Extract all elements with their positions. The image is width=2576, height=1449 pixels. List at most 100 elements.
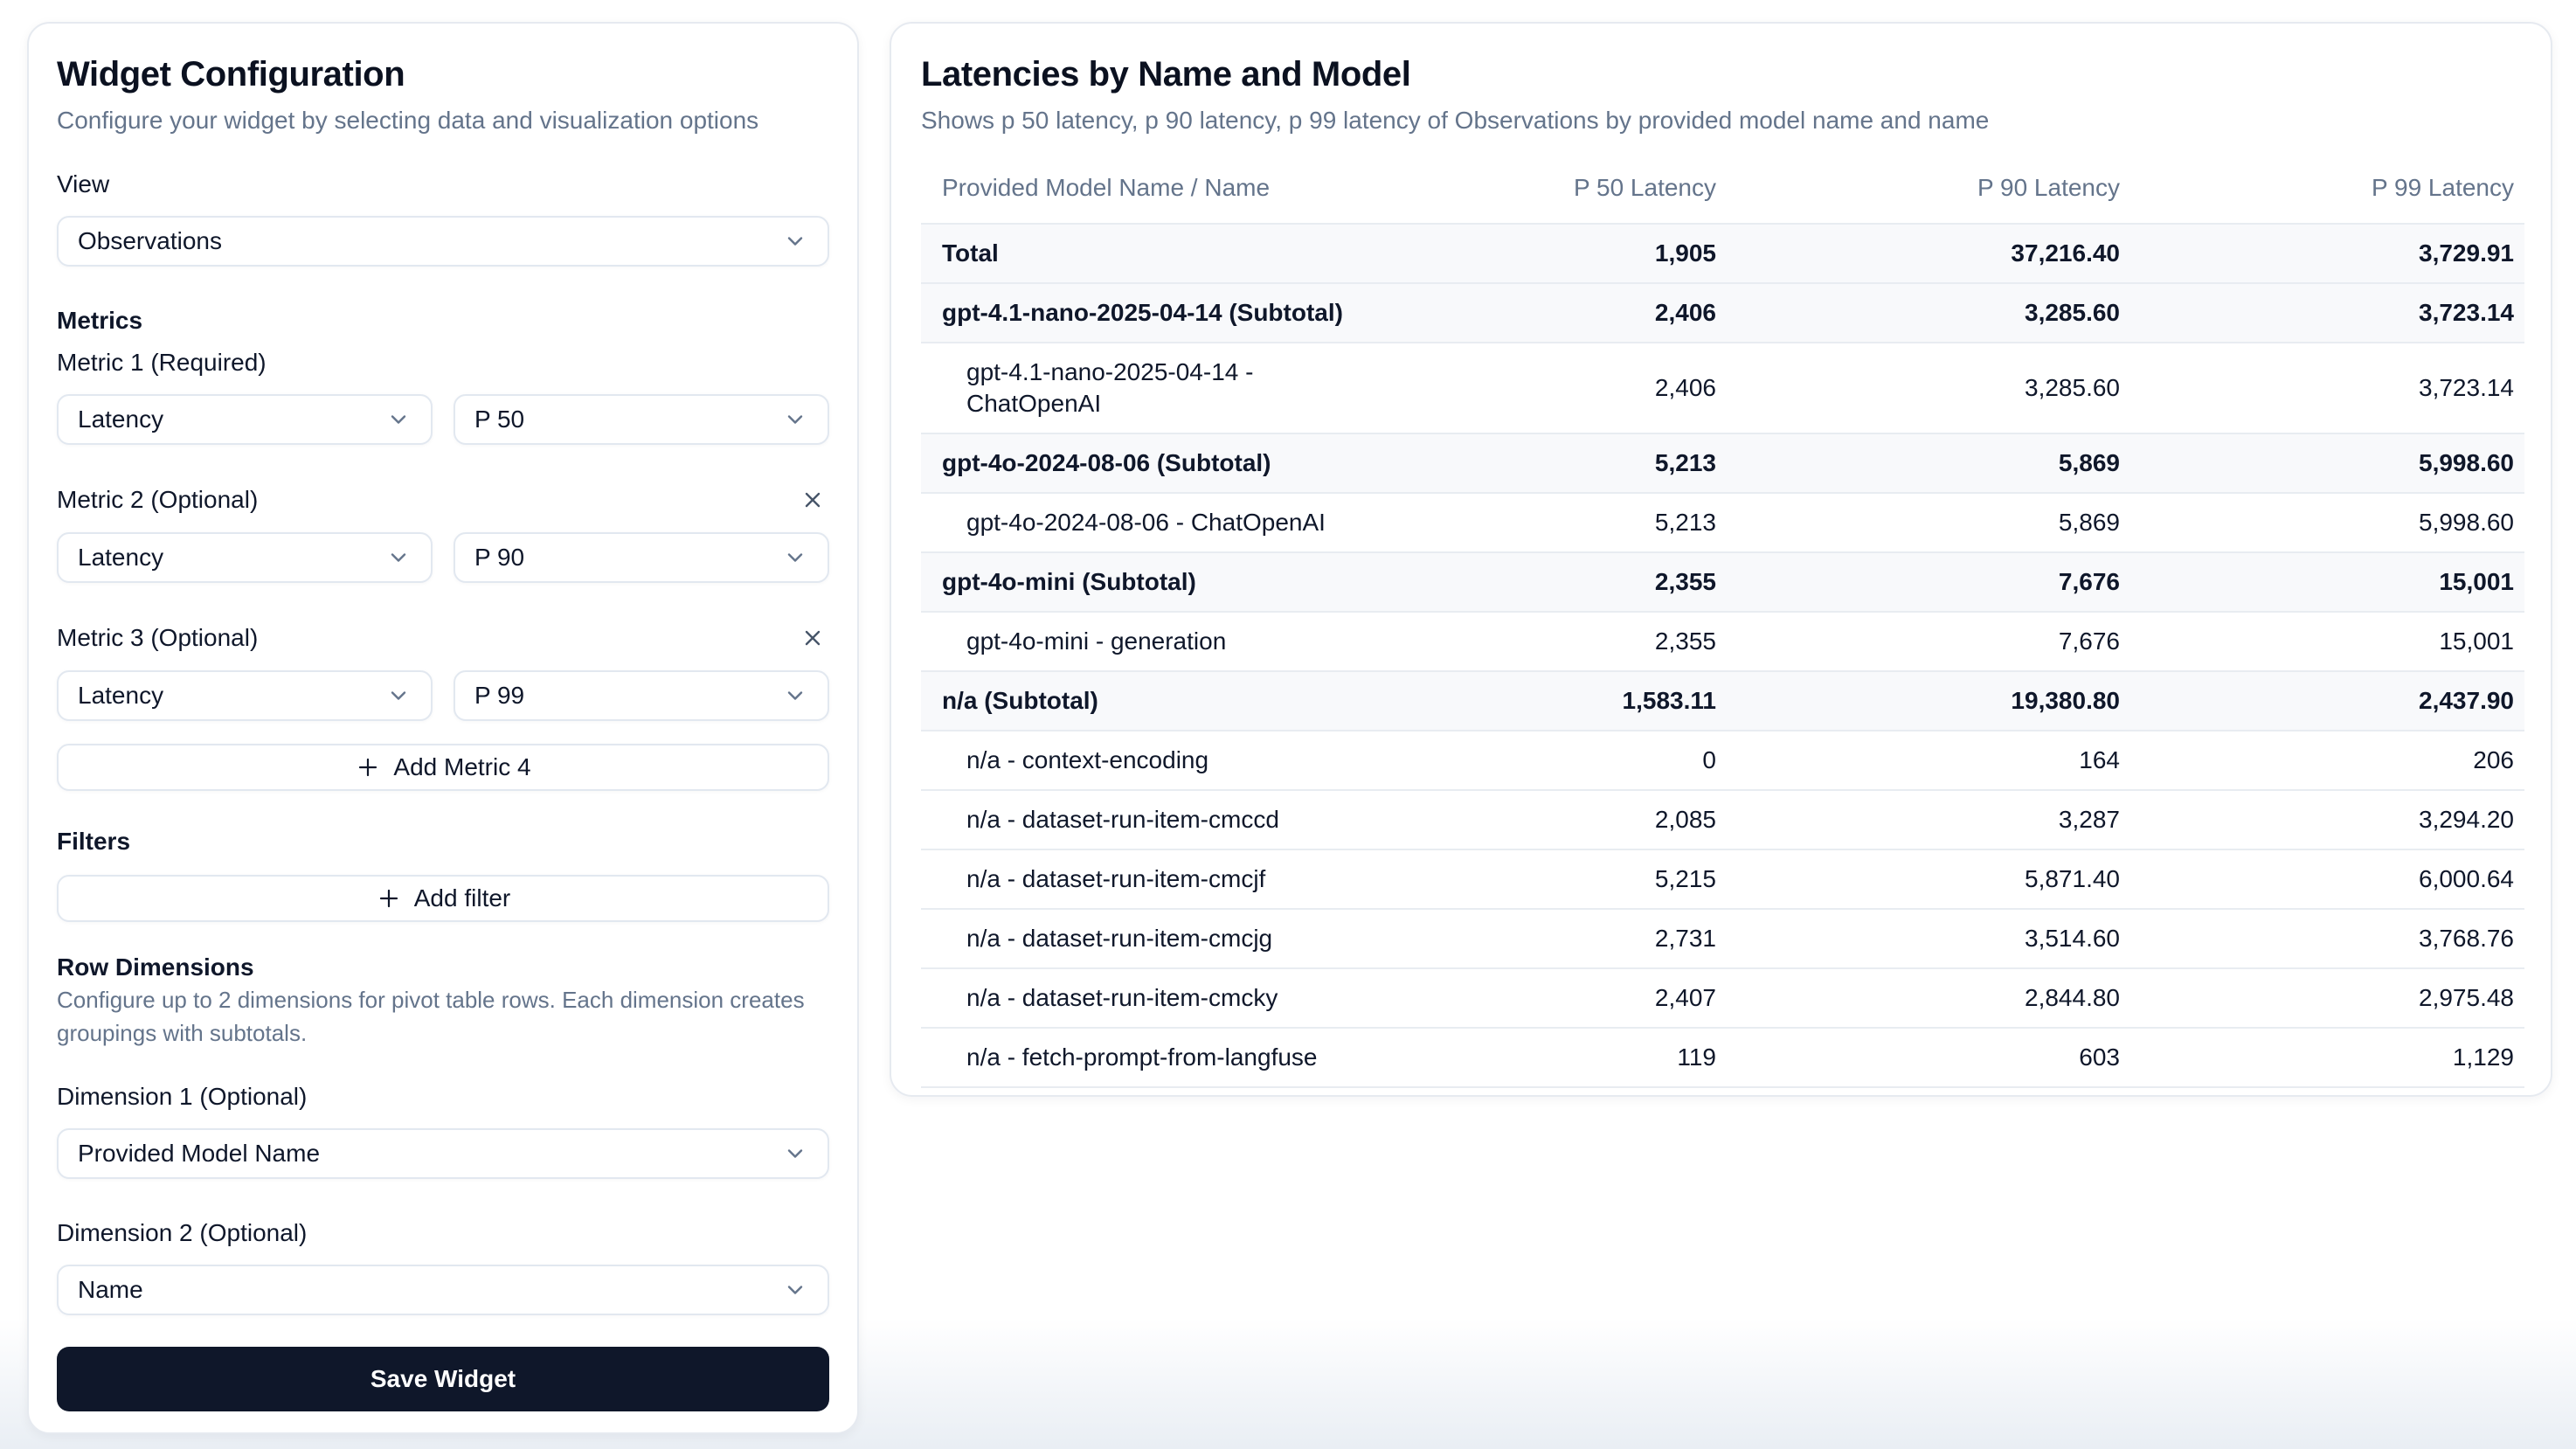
metric-3-measure-select[interactable]: Latency xyxy=(57,670,433,721)
p50-value: 2,406 xyxy=(1428,282,1727,343)
table-row-detail: gpt-4o-mini - generation 2,355 7,676 15,… xyxy=(921,611,2524,671)
plus-icon xyxy=(379,889,398,908)
row-label: Total xyxy=(942,239,999,267)
p50-value: 5,215 xyxy=(1428,849,1727,909)
metrics-section-label: Metrics xyxy=(57,307,143,334)
p90-value: 3,514.60 xyxy=(1727,908,2130,968)
metric-2-header: Metric 2 (Optional) xyxy=(57,483,829,517)
save-widget-button[interactable]: Save Widget xyxy=(57,1347,829,1411)
chevron-down-icon xyxy=(391,691,406,700)
metric-1-aggregation-value: P 50 xyxy=(474,406,525,433)
table-row-detail: n/a - context-encoding 0 164 206 xyxy=(921,730,2524,790)
p50-value: 1,905 xyxy=(1428,223,1727,283)
table-row-detail: n/a - dataset-run-item-cmccd 2,085 3,287… xyxy=(921,789,2524,849)
p50-value: 2,406 xyxy=(1428,342,1727,433)
p90-value: 7,676 xyxy=(1727,611,2130,671)
p90-value: 3,285.60 xyxy=(1727,282,2130,343)
p90-value: 37,216.40 xyxy=(1727,223,2130,283)
p50-value: 2,355 xyxy=(1428,611,1727,671)
dimension-2-select[interactable]: Name xyxy=(57,1265,829,1315)
row-label: gpt-4.1-nano-2025-04-14 - ChatOpenAI xyxy=(966,358,1254,417)
p50-value: 0 xyxy=(1428,730,1727,790)
metric-2-measure-value: Latency xyxy=(78,544,164,571)
column-header-p90: P 90 Latency xyxy=(1977,174,2120,201)
table-row-detail: n/a - dataset-run-item-cmcky 2,407 2,844… xyxy=(921,967,2524,1028)
table-row-detail: gpt-4.1-nano-2025-04-14 - ChatOpenAI 2,4… xyxy=(921,342,2524,433)
x-icon xyxy=(805,630,821,646)
chevron-down-icon xyxy=(787,1286,803,1294)
p99-value: 3,723.14 xyxy=(2130,342,2524,433)
row-label: n/a (Subtotal) xyxy=(942,687,1098,714)
p50-value: 5,213 xyxy=(1428,492,1727,552)
chevron-down-icon xyxy=(787,415,803,424)
p99-value: 3,723.14 xyxy=(2130,282,2524,343)
latency-pivot-table: Provided Model Name / Name P 50 Latency … xyxy=(921,169,2524,1088)
metric-3-aggregation-select[interactable]: P 99 xyxy=(454,670,829,721)
table-row-subtotal: n/a (Subtotal) 1,583.11 19,380.80 2,437.… xyxy=(921,670,2524,731)
metric-1-aggregation-select[interactable]: P 50 xyxy=(454,394,829,445)
config-panel-subtitle: Configure your widget by selecting data … xyxy=(57,107,759,134)
p99-value: 206 xyxy=(2130,730,2524,790)
x-icon xyxy=(805,492,821,508)
p90-value: 2,844.80 xyxy=(1727,967,2130,1028)
row-label: gpt-4o-mini (Subtotal) xyxy=(942,568,1196,595)
table-row-subtotal: gpt-4o-2024-08-06 (Subtotal) 5,213 5,869… xyxy=(921,433,2524,493)
chevron-down-icon xyxy=(787,1149,803,1158)
p99-value: 5,998.60 xyxy=(2130,492,2524,552)
row-label: n/a - dataset-run-item-cmcky xyxy=(966,984,1278,1011)
metric-2-aggregation-value: P 90 xyxy=(474,544,525,571)
p50-value: 2,085 xyxy=(1428,789,1727,849)
dimension-1-select-value: Provided Model Name xyxy=(78,1140,321,1167)
view-select-value: Observations xyxy=(78,227,222,254)
metric-1-measure-select[interactable]: Latency xyxy=(57,394,433,445)
dimension-1-select[interactable]: Provided Model Name xyxy=(57,1128,829,1179)
metric-3-row: Latency P 99 xyxy=(57,670,829,721)
filters-section-label: Filters xyxy=(57,828,131,855)
column-header-p99: P 99 Latency xyxy=(2372,174,2514,201)
p99-value: 2,975.48 xyxy=(2130,967,2524,1028)
p99-value: 6,000.64 xyxy=(2130,849,2524,909)
preview-panel-subtitle: Shows p 50 latency, p 90 latency, p 99 l… xyxy=(921,107,1990,134)
column-header-name: Provided Model Name / Name xyxy=(942,174,1271,201)
p50-value: 2,355 xyxy=(1428,551,1727,612)
widget-configuration-panel: Widget Configuration Configure your widg… xyxy=(27,22,859,1434)
row-label: n/a - dataset-run-item-cmcjf xyxy=(966,865,1266,892)
plus-icon xyxy=(359,758,377,777)
dimension-2-label: Dimension 2 (Optional) xyxy=(57,1219,308,1246)
remove-metric-2-button[interactable] xyxy=(796,483,829,517)
p90-value: 5,871.40 xyxy=(1727,849,2130,909)
metric-1-header: Metric 1 (Required) xyxy=(57,347,829,378)
table-header-row: Provided Model Name / Name P 50 Latency … xyxy=(921,169,2524,224)
metric-2-measure-select[interactable]: Latency xyxy=(57,532,433,583)
table-row-detail: n/a - dataset-run-item-cmcjg 2,731 3,514… xyxy=(921,908,2524,968)
add-filter-button[interactable]: Add filter xyxy=(57,875,829,922)
chevron-down-icon xyxy=(391,415,406,424)
p90-value: 603 xyxy=(1727,1027,2130,1088)
metric-1-measure-value: Latency xyxy=(78,406,164,433)
view-select[interactable]: Observations xyxy=(57,216,829,267)
remove-metric-3-button[interactable] xyxy=(796,621,829,655)
p50-value: 2,731 xyxy=(1428,908,1727,968)
table-row-detail: n/a - fetch-prompt-from-langfuse 119 603… xyxy=(921,1027,2524,1088)
metric-2-label: Metric 2 (Optional) xyxy=(57,486,259,513)
table-row-subtotal: gpt-4.1-nano-2025-04-14 (Subtotal) 2,406… xyxy=(921,282,2524,343)
p99-value: 5,998.60 xyxy=(2130,433,2524,493)
config-panel-title: Widget Configuration xyxy=(57,55,405,94)
p90-value: 7,676 xyxy=(1727,551,2130,612)
row-dimensions-description: Configure up to 2 dimensions for pivot t… xyxy=(57,987,805,1046)
metric-3-label: Metric 3 (Optional) xyxy=(57,624,259,651)
p99-value: 2,437.90 xyxy=(2130,670,2524,731)
p90-value: 3,285.60 xyxy=(1727,342,2130,433)
p50-value: 119 xyxy=(1428,1027,1727,1088)
p99-value: 3,729.91 xyxy=(2130,223,2524,283)
metric-1-label: Metric 1 (Required) xyxy=(57,349,267,376)
row-label: n/a - context-encoding xyxy=(966,746,1209,773)
column-header-p50: P 50 Latency xyxy=(1574,174,1716,201)
metric-2-aggregation-select[interactable]: P 90 xyxy=(454,532,829,583)
row-label: gpt-4.1-nano-2025-04-14 (Subtotal) xyxy=(942,299,1343,326)
p90-value: 164 xyxy=(1727,730,2130,790)
p90-value: 5,869 xyxy=(1727,492,2130,552)
chevron-down-icon xyxy=(787,553,803,562)
add-metric-button[interactable]: Add Metric 4 xyxy=(57,744,829,791)
row-label: gpt-4o-mini - generation xyxy=(966,627,1227,655)
